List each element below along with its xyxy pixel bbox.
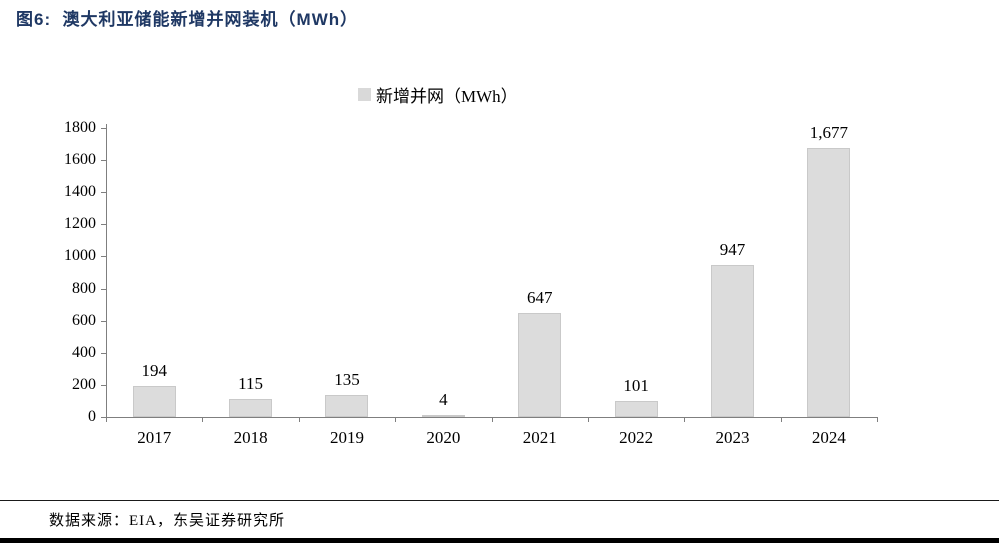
y-axis-tick-label: 400 (72, 343, 96, 361)
bar-value-label: 647 (526, 288, 553, 307)
bar-chart (15, 60, 913, 490)
bar (229, 399, 273, 417)
y-axis-tick-label: 800 (72, 279, 96, 297)
bar-value-label: 194 (141, 361, 167, 380)
legend-swatch-icon (358, 88, 371, 101)
figure-title: 图6: 澳大利亚储能新增并网装机（MWh） (16, 10, 359, 29)
y-axis-tick (101, 192, 106, 194)
bar-value-label: 4 (439, 390, 448, 409)
y-axis-tick (101, 288, 106, 290)
bar-value-label: 115 (238, 374, 263, 393)
footer-bottom-bar (0, 538, 999, 543)
x-axis-tick (684, 417, 686, 422)
x-axis-tick (780, 417, 782, 422)
bar (807, 148, 851, 417)
x-axis-label: 2023 (715, 428, 750, 447)
y-axis-tick (101, 417, 106, 418)
legend-label: 新增并网（MWh） (376, 87, 518, 106)
x-axis-label: 2018 (233, 428, 268, 447)
x-axis-label: 2017 (137, 428, 172, 447)
footer-divider (0, 500, 999, 501)
y-axis-tick-label: 200 (72, 375, 96, 393)
x-axis-tick (395, 417, 397, 422)
y-axis-line (106, 124, 107, 418)
bar (325, 395, 369, 417)
bar (421, 415, 465, 417)
bar-value-label: 1,677 (809, 123, 848, 142)
y-axis-tick-label: 1400 (64, 183, 96, 201)
y-axis-tick (101, 352, 106, 354)
bar-value-label: 135 (334, 370, 360, 389)
bar (132, 386, 176, 417)
x-axis-label: 2019 (329, 428, 364, 447)
x-axis-tick (877, 417, 878, 422)
x-axis-tick (202, 417, 204, 422)
data-source-note: 数据来源：EIA，东吴证券研究所 (49, 513, 285, 529)
bar (710, 265, 754, 417)
chart-legend: 新增并网（MWh） (358, 82, 518, 107)
y-axis-tick-label: 0 (88, 408, 96, 425)
y-axis-tick (101, 128, 106, 129)
y-axis-tick-label: 1600 (64, 151, 96, 169)
y-axis-tick (101, 384, 106, 386)
x-axis-tick (298, 417, 300, 422)
bar (518, 313, 562, 417)
y-axis-tick (101, 224, 106, 226)
x-axis-tick (106, 417, 107, 422)
bar (614, 401, 658, 417)
y-axis-tick-label: 1000 (64, 247, 96, 265)
x-axis-label: 2024 (811, 428, 846, 447)
y-axis-tick-label: 600 (72, 311, 96, 329)
x-axis-label: 2022 (619, 428, 654, 447)
x-axis-label: 2021 (522, 428, 557, 447)
y-axis-tick (101, 160, 106, 162)
x-axis-tick (491, 417, 493, 422)
bar-value-label: 947 (719, 240, 746, 259)
y-axis-tick-label: 1800 (64, 119, 96, 136)
y-axis-tick (101, 320, 106, 322)
bar-value-label: 101 (623, 376, 649, 395)
y-axis-tick-label: 1200 (64, 215, 96, 233)
x-axis-label: 2020 (426, 428, 461, 447)
x-axis-tick (587, 417, 589, 422)
y-axis-tick (101, 256, 106, 258)
